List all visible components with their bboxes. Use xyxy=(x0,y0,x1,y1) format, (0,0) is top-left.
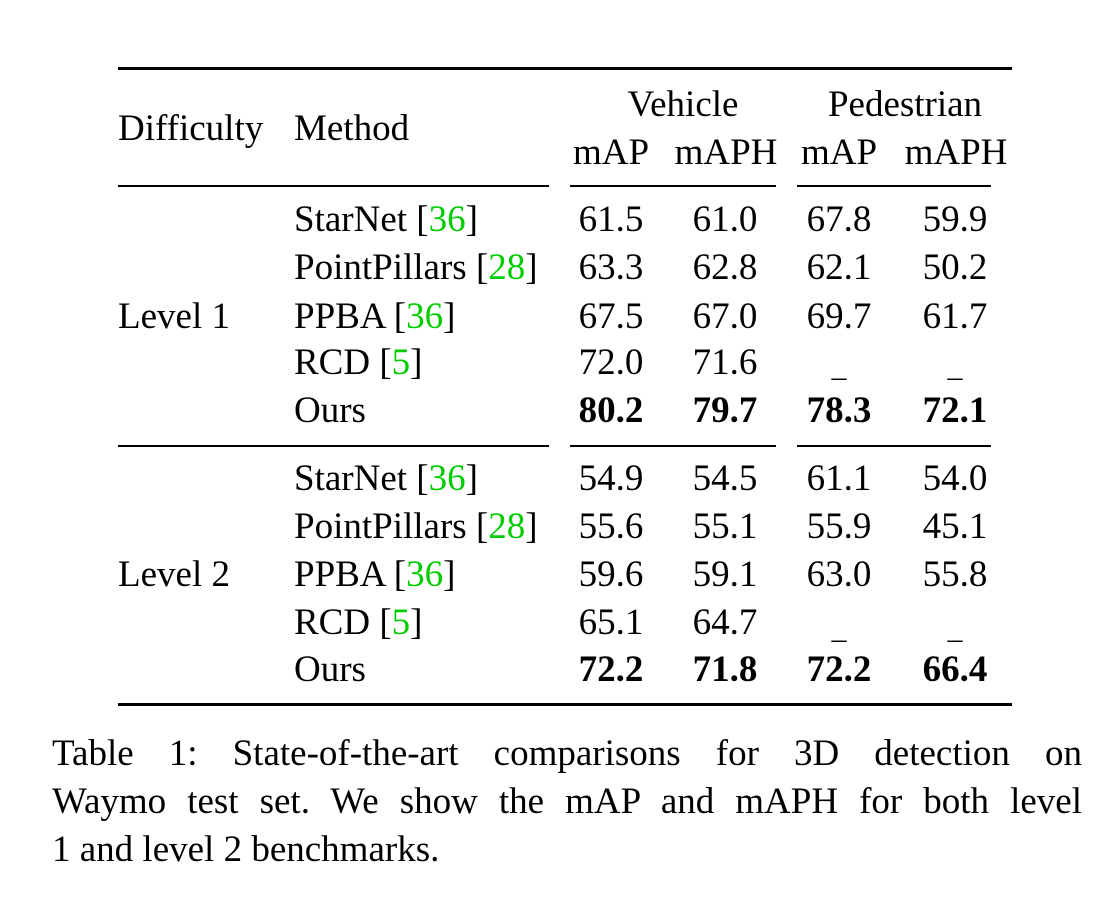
header-method: Method xyxy=(294,108,410,149)
citation-link[interactable]: 28 xyxy=(488,506,526,547)
method-cell: PointPillars [28] xyxy=(294,506,538,547)
value-cell-best: 66.4 xyxy=(922,649,988,690)
header-vehicle-map: mAP xyxy=(572,132,650,173)
value-cell: 54.5 xyxy=(692,458,758,499)
section-rule-pedestrian xyxy=(797,445,991,447)
value-cell: 55.1 xyxy=(692,506,758,547)
level-label: Level 2 xyxy=(118,554,230,595)
caption-line: Waymo test set. We show the mAP and mAPH… xyxy=(52,781,1082,822)
value-cell: 55.9 xyxy=(806,506,872,547)
value-cell: 69.7 xyxy=(806,296,872,337)
citation-link[interactable]: 5 xyxy=(391,602,411,643)
missing-value-dash: _ xyxy=(947,350,963,383)
method-cell: Ours xyxy=(294,390,366,431)
section-rule-left xyxy=(118,445,549,447)
caption-line: 1 and level 2 benchmarks. xyxy=(52,829,440,870)
method-cell: RCD [5] xyxy=(294,602,423,643)
value-cell-best: 78.3 xyxy=(806,390,872,431)
value-cell: 71.6 xyxy=(692,342,758,383)
citation-link[interactable]: 28 xyxy=(488,247,526,288)
header-vehicle: Vehicle xyxy=(627,84,739,125)
value-cell-best: 79.7 xyxy=(692,390,758,431)
method-cell: RCD [5] xyxy=(294,342,423,383)
missing-value-dash: _ xyxy=(831,350,847,383)
method-cell: StarNet [36] xyxy=(294,458,478,499)
value-cell: 61.1 xyxy=(806,458,872,499)
method-cell: Ours xyxy=(294,649,366,690)
level-label: Level 1 xyxy=(118,296,230,337)
value-cell: 67.5 xyxy=(578,296,644,337)
value-cell: 55.6 xyxy=(578,506,644,547)
missing-value-dash: _ xyxy=(947,612,963,645)
bottom-rule xyxy=(118,703,1012,706)
citation-link[interactable]: 36 xyxy=(406,296,444,337)
value-cell: 61.7 xyxy=(922,296,988,337)
value-cell: 61.5 xyxy=(578,199,644,240)
value-cell-best: 72.1 xyxy=(922,390,988,431)
citation-link[interactable]: 36 xyxy=(428,458,466,499)
header-pedestrian-maph: mAPH xyxy=(904,132,1008,173)
value-cell: 54.9 xyxy=(578,458,644,499)
header-rule-pedestrian xyxy=(797,185,991,187)
value-cell: 59.6 xyxy=(578,554,644,595)
value-cell: 67.8 xyxy=(806,199,872,240)
header-vehicle-maph: mAPH xyxy=(674,132,778,173)
citation-link[interactable]: 36 xyxy=(428,199,466,240)
table-caption: Table 1: State-of-the-art comparisons fo… xyxy=(52,730,1082,874)
value-cell: 64.7 xyxy=(692,602,758,643)
caption-line: Table 1: State-of-the-art comparisons fo… xyxy=(52,733,1082,774)
value-cell: 63.3 xyxy=(578,247,644,288)
method-cell: PPBA [36] xyxy=(294,554,456,595)
value-cell: 62.1 xyxy=(806,247,872,288)
value-cell-best: 71.8 xyxy=(692,649,758,690)
header-difficulty: Difficulty xyxy=(118,108,264,149)
value-cell: 61.0 xyxy=(692,199,758,240)
method-cell: StarNet [36] xyxy=(294,199,478,240)
top-rule xyxy=(118,67,1012,70)
value-cell-best: 80.2 xyxy=(578,390,644,431)
value-cell: 72.0 xyxy=(578,342,644,383)
value-cell: 63.0 xyxy=(806,554,872,595)
value-cell: 54.0 xyxy=(922,458,988,499)
value-cell: 59.1 xyxy=(692,554,758,595)
value-cell: 65.1 xyxy=(578,602,644,643)
missing-value-dash: _ xyxy=(831,612,847,645)
citation-link[interactable]: 36 xyxy=(406,554,444,595)
value-cell: 50.2 xyxy=(922,247,988,288)
value-cell-best: 72.2 xyxy=(578,649,644,690)
value-cell: 59.9 xyxy=(922,199,988,240)
value-cell: 62.8 xyxy=(692,247,758,288)
value-cell: 67.0 xyxy=(692,296,758,337)
value-cell-best: 72.2 xyxy=(806,649,872,690)
header-pedestrian: Pedestrian xyxy=(827,84,983,125)
section-rule-vehicle xyxy=(570,445,776,447)
header-rule-vehicle xyxy=(570,185,776,187)
header-pedestrian-map: mAP xyxy=(800,132,878,173)
citation-link[interactable]: 5 xyxy=(391,342,411,383)
value-cell: 45.1 xyxy=(922,506,988,547)
method-cell: PPBA [36] xyxy=(294,296,456,337)
header-rule-left xyxy=(118,185,549,187)
method-cell: PointPillars [28] xyxy=(294,247,538,288)
value-cell: 55.8 xyxy=(922,554,988,595)
